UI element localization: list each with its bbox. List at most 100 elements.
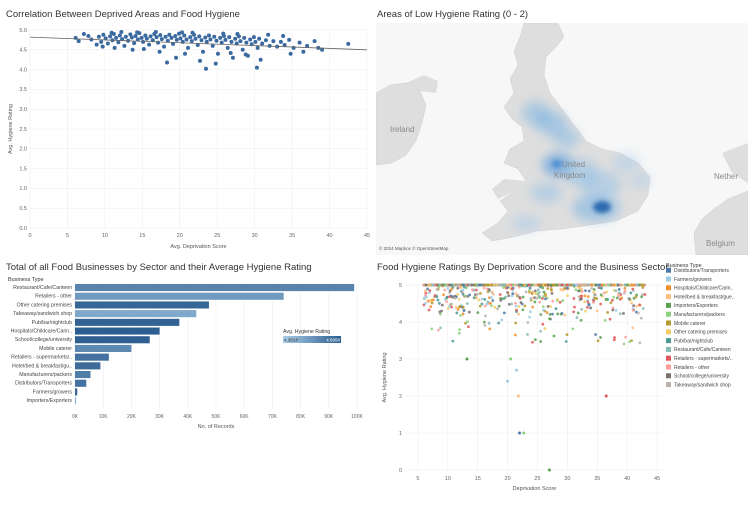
scatter-point xyxy=(545,311,549,314)
scatter-point xyxy=(477,298,481,302)
scatter-point xyxy=(135,37,140,42)
scatter-point xyxy=(454,305,458,309)
continent-landmass xyxy=(693,190,748,255)
scatter-point xyxy=(560,311,564,315)
map-attribution: © 2024 Mapbox © OpenStreetMap xyxy=(379,245,449,251)
y-tick-label: 0.0 xyxy=(19,226,27,232)
scatter-point xyxy=(103,36,108,41)
x-tick-label: 40 xyxy=(624,476,630,482)
legend-swatch xyxy=(666,276,671,282)
scatter-point xyxy=(546,305,550,308)
x-tick-label: 40K xyxy=(183,414,193,420)
x-tick-label: 80K xyxy=(296,414,306,420)
scatter-point xyxy=(431,298,435,302)
x-tick-label: 45 xyxy=(364,233,370,239)
scatter-point xyxy=(519,301,523,304)
scatter-point xyxy=(506,286,510,289)
legend-label: Manufacturers/packers xyxy=(674,312,725,318)
scatter-point xyxy=(86,33,91,38)
scatter-point xyxy=(450,302,453,306)
scatter-point xyxy=(427,291,431,295)
y-tick-label: 3 xyxy=(399,357,402,363)
scatter-point xyxy=(128,32,133,37)
scatter-point xyxy=(473,293,477,297)
scatter-point xyxy=(502,297,506,300)
scatter-point xyxy=(546,287,550,290)
scatter-point xyxy=(282,43,287,48)
scatter-point xyxy=(556,312,560,316)
scatter-point xyxy=(580,290,584,293)
scatter-point xyxy=(628,298,632,302)
scatter-point xyxy=(451,295,454,299)
scatter-point xyxy=(516,293,520,297)
scatter-point xyxy=(483,297,487,301)
northern-ireland-landmass xyxy=(406,75,438,93)
scatter-point xyxy=(425,295,428,299)
x-tick-label: 60K xyxy=(240,414,250,420)
y-tick-label: 4.0 xyxy=(19,67,27,73)
scatter-point xyxy=(500,297,504,301)
uk-heat-map[interactable]: Ireland United Kingdom Nether Belgium © … xyxy=(376,23,748,255)
map-label-ireland: Ireland xyxy=(390,125,414,134)
scatter-point xyxy=(538,296,541,300)
scatter-point xyxy=(483,304,487,308)
scatter-point xyxy=(511,292,515,296)
legend-swatch xyxy=(666,364,671,370)
scatter-point xyxy=(208,37,213,42)
scatter-point xyxy=(225,45,230,50)
sector-bar-chart[interactable]: Business Type 0K 10K 20K 30K 40K 50K 60K 70K 80K 9… xyxy=(0,255,373,509)
scatter-point xyxy=(635,283,639,287)
scatter-point xyxy=(548,317,551,321)
scatter-point xyxy=(566,294,569,297)
scatter-point xyxy=(479,292,482,295)
color-legend-min: 4.3814 xyxy=(284,338,298,343)
legend-swatch xyxy=(666,329,671,335)
legend-swatch xyxy=(666,294,671,300)
scatter-point xyxy=(109,30,114,35)
map-panel: Areas of Low Hygiene Rating (0 - 2) xyxy=(376,0,748,255)
scatter-point xyxy=(297,40,302,45)
x-tick-label: 25 xyxy=(214,233,220,239)
scatter-point xyxy=(574,288,578,292)
scatter-point xyxy=(466,320,469,324)
map-label-uk-2: Kingdom xyxy=(554,171,586,180)
x-tick-label: 5 xyxy=(416,476,419,482)
scatter-point xyxy=(466,294,470,298)
panel-title: Food Hygiene Ratings By Deprivation Scor… xyxy=(377,262,669,273)
scatter-point xyxy=(428,283,432,287)
scatter-point xyxy=(572,310,576,314)
scatter-point xyxy=(229,39,234,44)
scatter-point xyxy=(506,379,510,383)
category-label: Farmers/growers xyxy=(33,389,73,395)
y-tick-label: 0 xyxy=(399,468,402,474)
scatter-point xyxy=(551,312,554,316)
scatter-point xyxy=(484,314,487,318)
scatter-point xyxy=(502,286,506,289)
correlation-panel: Correlation Between Deprived Areas and F… xyxy=(0,0,373,255)
scatter-point xyxy=(514,321,518,325)
x-tick-label: 30 xyxy=(252,233,258,239)
scatter-point xyxy=(456,308,460,311)
scatter-point xyxy=(521,295,525,299)
scatter-point xyxy=(119,29,124,34)
scatter-point xyxy=(184,37,189,42)
scatter-point xyxy=(508,283,512,287)
scatter-point xyxy=(206,33,211,38)
scatter-point xyxy=(593,293,597,297)
scatter-point xyxy=(465,302,469,305)
scatter-point xyxy=(607,283,611,287)
scatter-point xyxy=(230,55,235,60)
x-tick-label: 0 xyxy=(28,233,31,239)
x-tick-label: 40 xyxy=(326,233,332,239)
correlation-scatter-chart[interactable]: 0.0 0.5 1.0 1.5 2.0 2.5 3.0 3.5 4.0 4.5 5.0 0 5 10 15 2… xyxy=(0,0,373,255)
scatter-point xyxy=(565,333,569,336)
scatter-point xyxy=(195,43,200,48)
scatter-point xyxy=(443,297,447,301)
legend-label: Pub/bar/nightclub xyxy=(674,338,713,344)
scatter-point xyxy=(515,308,518,312)
scatter-point xyxy=(631,308,635,312)
scatter-point xyxy=(457,297,461,301)
scatter-point xyxy=(524,283,528,287)
y-tick-label: 0.5 xyxy=(19,206,27,212)
